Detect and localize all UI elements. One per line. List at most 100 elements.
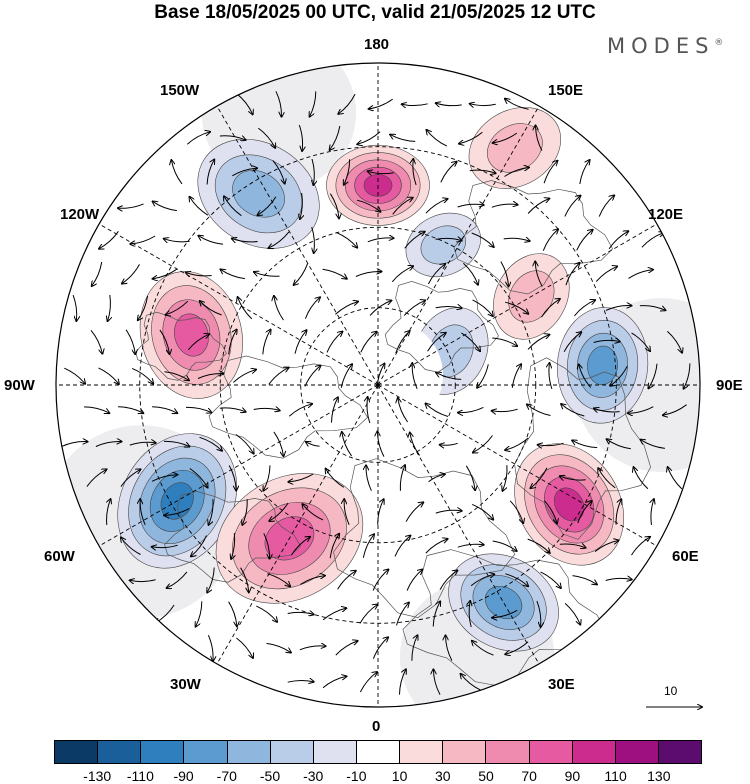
wind-arrow (163, 440, 189, 446)
wind-arrow (64, 367, 85, 384)
wind-arrow (427, 264, 445, 285)
wind-arrow (235, 434, 254, 454)
wind-arrow (272, 160, 285, 183)
wind-arrow (505, 437, 529, 450)
wind-arrow (663, 404, 687, 416)
wind-arrow (232, 168, 257, 177)
wind-arrow (559, 544, 586, 548)
wind-arrow (190, 197, 209, 216)
wind-arrow (355, 271, 382, 277)
lon-label-150w: 150W (160, 82, 200, 99)
colorbar-tick-label: 30 (435, 768, 451, 784)
wind-arrow (153, 201, 177, 212)
wind-arrow (273, 431, 284, 456)
lon-label-30w: 30W (170, 676, 201, 693)
colorbar-tick-label: 130 (647, 768, 671, 784)
wind-arrow (403, 300, 425, 316)
map-title: Base 18/05/2025 00 UTC, valid 21/05/2025… (154, 2, 596, 23)
lon-label-60e: 60E (672, 548, 699, 565)
wind-arrow (219, 135, 246, 140)
wind-arrow (435, 238, 462, 240)
wind-arrow (492, 337, 517, 346)
wind-arrow (607, 439, 631, 450)
wind-arrow (200, 301, 222, 316)
wind-arrow (231, 533, 235, 559)
wind-arrow (527, 405, 551, 416)
wind-arrow (330, 125, 341, 150)
wind-arrow (435, 510, 462, 513)
lon-label-90w: 90W (4, 377, 35, 394)
wind-arrow (413, 159, 417, 186)
wind-arrow (129, 442, 156, 445)
wind-arrow (288, 404, 312, 417)
wind-arrow (411, 635, 418, 661)
wind-arrow (238, 297, 253, 320)
wind-arrow (463, 262, 478, 284)
wind-arrow (300, 192, 302, 219)
wind-arrow (504, 301, 528, 314)
wind-arrow (579, 365, 592, 388)
wind-arrow (540, 571, 561, 588)
wind-arrow (561, 404, 585, 417)
wind-vectors (61, 91, 691, 695)
wind-arrow (191, 535, 207, 557)
wind-arrow (608, 231, 628, 250)
wind-arrow (579, 160, 590, 185)
wind-arrow (254, 272, 280, 277)
wind-arrow (435, 306, 462, 308)
colorbar-tick-label: 50 (478, 768, 494, 784)
wind-arrow (240, 567, 249, 593)
wind-arrow (440, 162, 457, 183)
coastline (135, 311, 227, 381)
wind-arrow (118, 203, 144, 208)
wind-arrow (504, 168, 529, 177)
wind-arrow (395, 331, 410, 354)
wind-arrow (465, 465, 475, 490)
wind-arrow (236, 637, 253, 658)
wind-arrow (459, 131, 483, 143)
wind-arrow (312, 226, 315, 253)
wind-arrow (457, 544, 484, 548)
wind-arrow (398, 398, 409, 423)
colorbar-swatch (98, 741, 142, 763)
wind-arrow (298, 124, 302, 151)
wind-arrow (224, 196, 242, 217)
wind-arrow (469, 601, 471, 628)
wind-arrow (492, 409, 518, 411)
wind-arrow (152, 545, 178, 547)
wind-arrow (164, 508, 190, 516)
wind-arrow (427, 130, 448, 147)
meridian-line (98, 223, 379, 386)
wind-arrow (306, 442, 320, 446)
colorbar-swatch (313, 741, 357, 763)
wind-arrow (542, 229, 558, 251)
wind-arrow (267, 573, 290, 587)
colorbar-swatch (486, 741, 530, 763)
reference-vector-label: 10 (664, 684, 678, 698)
wind-arrow (472, 641, 494, 656)
wind-arrow (436, 103, 462, 106)
wind-arrow (120, 469, 141, 487)
wind-arrow (242, 499, 248, 525)
wind-arrow (615, 499, 621, 525)
wind-arrow (335, 641, 358, 656)
lon-label-120w: 120W (60, 206, 100, 223)
wind-arrow (563, 332, 581, 353)
wind-arrow (263, 465, 271, 490)
colorbar-tick-label: -70 (216, 768, 237, 784)
wind-arrow (505, 641, 529, 655)
wind-arrow (344, 159, 351, 184)
wind-arrow (269, 502, 289, 521)
wind-arrow (196, 601, 203, 626)
wind-arrow (605, 578, 632, 580)
wind-arrow (641, 440, 665, 449)
wind-arrow (543, 161, 557, 184)
anomaly-contour (553, 487, 585, 522)
colorbar-tick-label: 70 (521, 768, 537, 784)
wind-arrow (402, 104, 428, 106)
logo-text: MODES (607, 34, 715, 58)
wind-arrow (470, 104, 496, 106)
wind-arrow (338, 93, 356, 114)
colorbar-tick-label: -30 (303, 768, 324, 784)
wind-arrow (167, 571, 188, 588)
